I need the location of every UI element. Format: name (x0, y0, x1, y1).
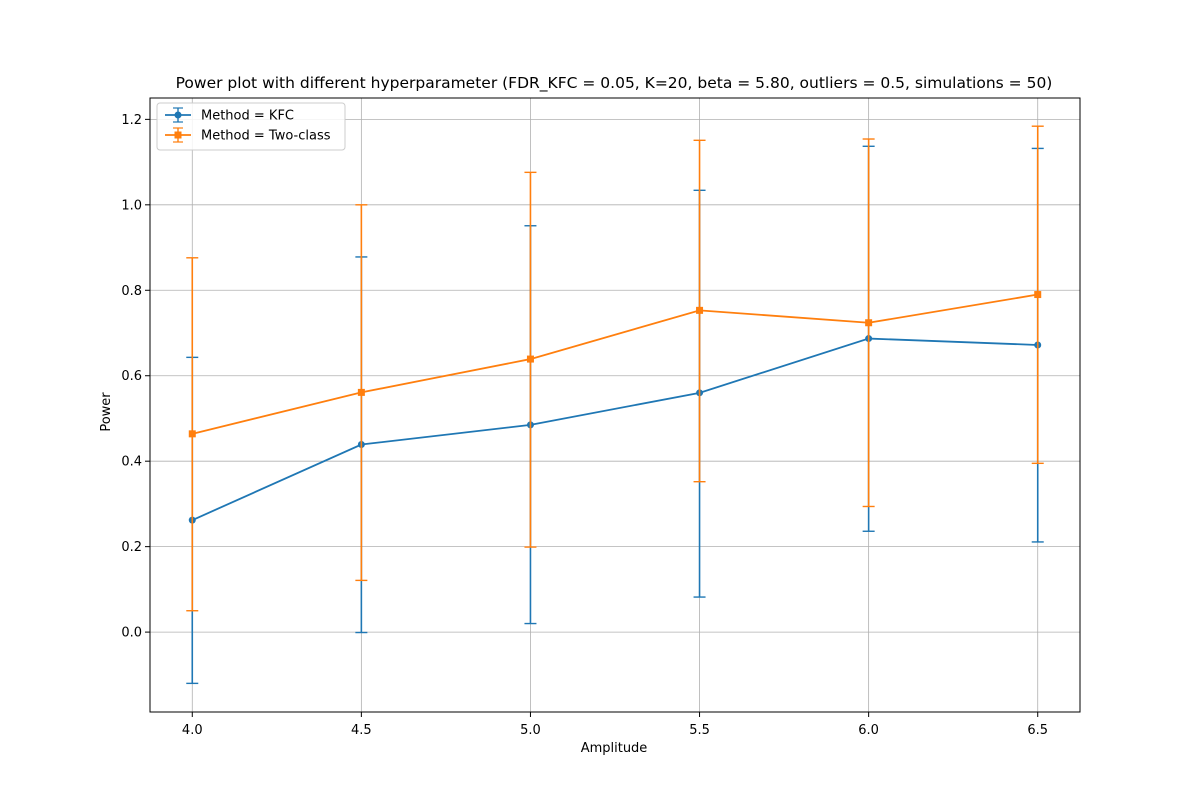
data-point (865, 319, 873, 327)
y-tick-label: 0.2 (121, 540, 142, 555)
axis-ticks: 4.0 4.5 5.0 5.5 6.0 6.5 0.0 0.2 0.4 0.6 0.8 1.0 1.2 (121, 113, 1048, 738)
legend-marker (174, 131, 182, 139)
data-point (526, 355, 534, 363)
plot-frame (149, 97, 1081, 713)
legend-box (156, 102, 346, 151)
y-axis-label: Power (99, 392, 114, 432)
legend: Method = KFC Method = Two-class (156, 102, 346, 151)
chart-title: Power plot with different hyperparameter… (176, 74, 1053, 93)
x-axis-label: Amplitude (581, 741, 648, 756)
data-point (1034, 291, 1042, 299)
x-tick-label: 6.0 (858, 723, 879, 738)
series-2 (186, 125, 1044, 612)
series-layer (186, 125, 1044, 685)
x-tick-label: 6.5 (1027, 723, 1048, 738)
legend-marker (174, 111, 182, 119)
y-tick-label: 1.2 (121, 113, 142, 128)
x-tick-label: 4.5 (351, 723, 372, 738)
legend-label: Method = KFC (201, 109, 294, 124)
x-tick-label: 4.0 (182, 723, 203, 738)
legend-label: Method = Two-class (201, 129, 331, 144)
data-point (357, 388, 365, 396)
x-tick-label: 5.5 (689, 723, 710, 738)
y-tick-label: 0.4 (121, 455, 142, 470)
y-tick-label: 0.8 (121, 284, 142, 299)
x-tick-label: 5.0 (520, 723, 541, 738)
data-point (188, 430, 196, 438)
y-tick-label: 1.0 (121, 198, 142, 213)
y-tick-label: 0.6 (121, 369, 142, 384)
y-tick-label: 0.0 (121, 626, 142, 641)
series-line (192, 293, 1038, 435)
data-point (696, 306, 704, 314)
series-line (191, 337, 1038, 521)
